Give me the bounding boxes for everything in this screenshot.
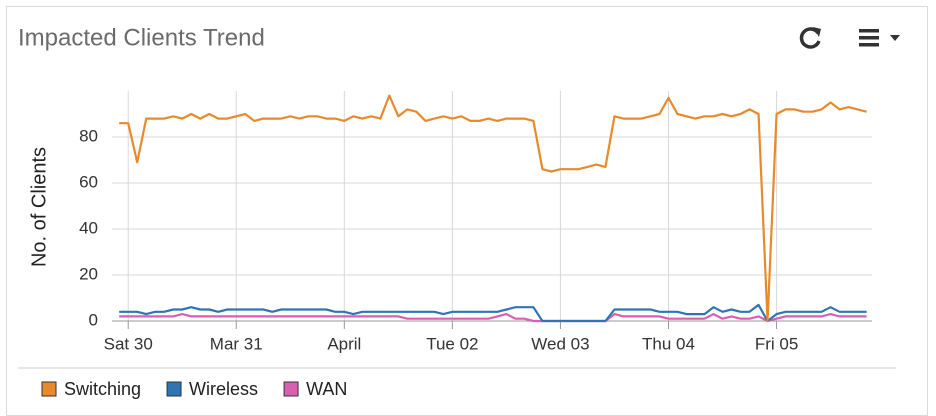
y-tick-label: 20 [79, 264, 98, 283]
menu-bar [859, 36, 879, 40]
legend-swatch [166, 381, 182, 397]
chart-title: Impacted Clients Trend [18, 24, 265, 51]
series-line [119, 94, 867, 323]
x-tick-label: Sat 30 [104, 334, 153, 353]
x-tick-label: Mar 31 [210, 334, 263, 353]
x-tick-label: Fri 05 [755, 334, 798, 353]
y-axis-label: No. of Clients [28, 147, 50, 267]
x-tick-label: Wed 03 [531, 334, 589, 353]
menu-bar [859, 43, 879, 47]
menu-caret [890, 35, 900, 41]
y-tick-label: 0 [89, 310, 98, 329]
legend-label: Wireless [189, 379, 258, 399]
legend-swatch [41, 381, 57, 397]
legend-label: Switching [64, 379, 141, 399]
x-tick-label: Thu 04 [642, 334, 695, 353]
series-line [119, 303, 867, 323]
refresh-arrow [813, 27, 821, 37]
legend-swatch [283, 381, 299, 397]
refresh-button[interactable] [799, 27, 821, 49]
x-tick-label: Tue 02 [426, 334, 478, 353]
menu-button[interactable] [859, 29, 900, 47]
menu-bar [859, 29, 879, 33]
series-line [119, 313, 867, 323]
y-tick-label: 80 [79, 126, 98, 145]
y-tick-label: 40 [79, 218, 98, 237]
y-tick-label: 60 [79, 172, 98, 191]
legend-label: WAN [306, 379, 347, 399]
x-tick-label: April [327, 334, 361, 353]
refresh-icon [799, 27, 821, 49]
